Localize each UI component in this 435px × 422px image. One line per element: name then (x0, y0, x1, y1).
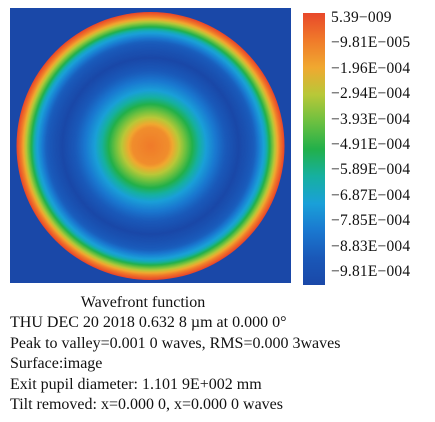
surface-line: Surface:image (10, 355, 103, 372)
wavefront-map-svg (10, 8, 291, 283)
wavefront-map (10, 8, 291, 283)
colorbar-tick-label: −9.81E−004 (331, 263, 411, 280)
chart-title: Wavefront function (80, 294, 206, 311)
tilt-removed-text: Tilt removed: x=0.000 0, x=0.000 0 waves (10, 396, 283, 413)
colorbar (303, 13, 325, 285)
colorbar-tick-label: −5.89E−004 (331, 161, 411, 179)
colorbar-tick-label: −9.81E−005 (331, 34, 411, 52)
colorbar-tick-label: −6.87E−004 (331, 186, 411, 204)
tilt-removed-line: Tilt removed: x=0.000 0, x=0.000 0 waves (10, 395, 435, 416)
exit-pupil-line: Exit pupil diameter: 1.101 9E+002 mm (10, 375, 262, 393)
colorbar-tick-label: −3.93E−004 (331, 110, 411, 128)
colorbar-tick-label: −1.96E−004 (331, 59, 411, 77)
peak-to-valley-line: Peak to valley=0.001 0 waves, RMS=0.000 … (10, 334, 341, 352)
colorbar-tick-label: −2.94E−004 (331, 85, 411, 103)
colorbar-tick-label: 5.39−009 (331, 9, 392, 26)
wavefront-ring (149, 145, 152, 147)
colorbar-gradient (303, 13, 325, 285)
colorbar-tick-label: −7.85E−004 (331, 212, 411, 230)
colorbar-tick-label: −8.83E−004 (331, 237, 411, 255)
date-wavelength-line: THU DEC 20 2018 0.632 8 µm at 0.000 0° (10, 314, 287, 331)
colorbar-tick-label: −4.91E−004 (331, 136, 411, 153)
caption: Wavefront function THU DEC 20 2018 0.632… (0, 293, 435, 416)
